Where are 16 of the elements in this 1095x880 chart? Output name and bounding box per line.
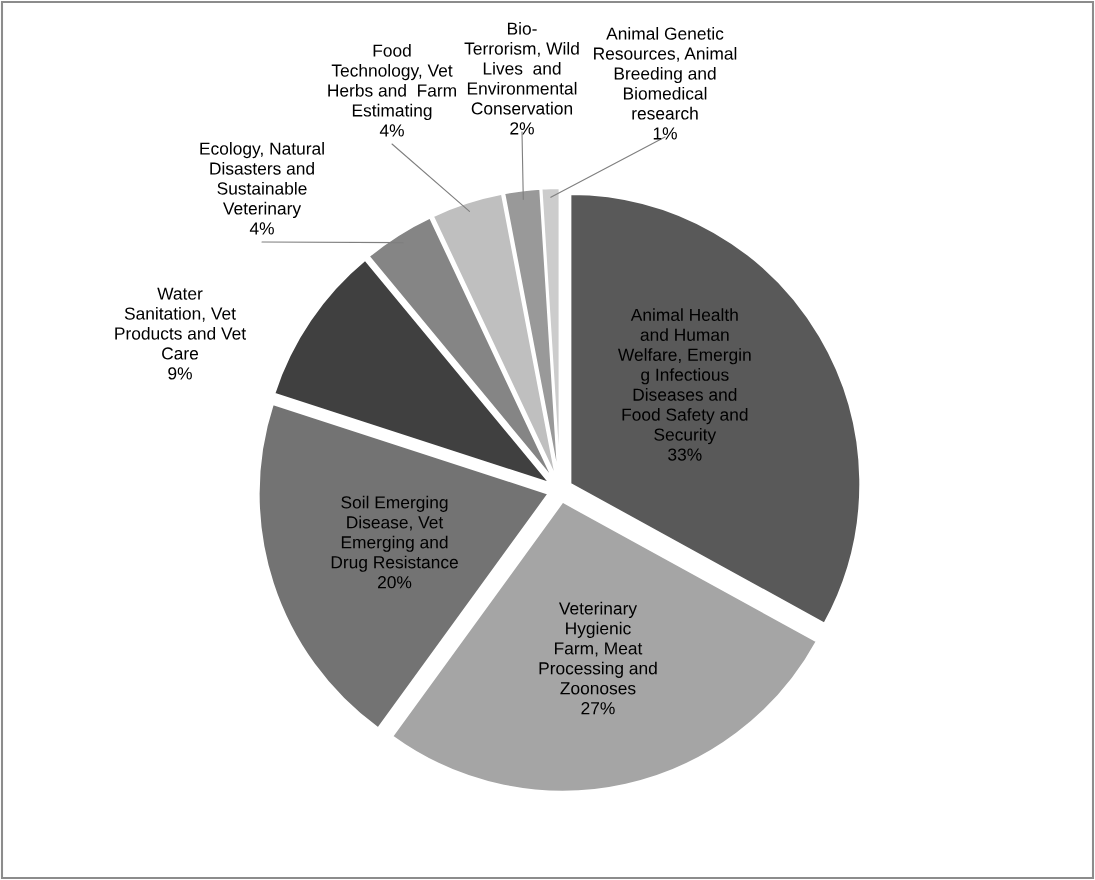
slice-label: Animal Health and Human Welfare, Emergin g Infectious Diseases and Food Safety and Security	[617, 308, 751, 445]
data-label: 4%	[379, 124, 404, 137]
slice-label: Bio- Terrorism, Wild Lives and Environmental Conservation	[464, 22, 579, 115]
slice-label: Food Technology, Vet Herbs and Farm Estimating	[328, 43, 456, 121]
data-label: 2%	[510, 122, 534, 135]
slice-label: Soil Emerging Disease, Vet Emerging and Drug Resistance	[331, 495, 458, 572]
slice-label: Ecology, Natural Disasters and Sustainable Veterinary	[200, 141, 324, 219]
data-label: 33%	[668, 448, 702, 461]
slice-label: Veterinary Hygienic Farm, Meat Processing and Zoonoses	[539, 601, 657, 695]
data-label: 20%	[378, 576, 412, 589]
slice-label: Water Sanitation, Vet Products and Vet Care	[115, 287, 246, 360]
slice-label: Animal Genetic Resources, Animal Breeding and Biomedical research	[594, 27, 737, 120]
data-label: 27%	[581, 702, 615, 715]
data-label: 4%	[249, 222, 274, 235]
data-label: 9%	[168, 367, 192, 380]
data-label: 1%	[653, 127, 677, 140]
